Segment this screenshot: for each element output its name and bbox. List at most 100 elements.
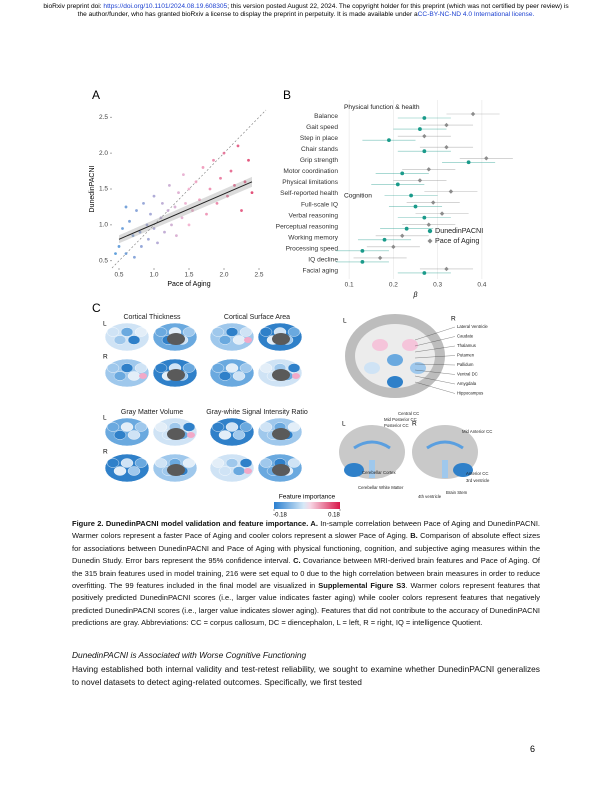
x-tick-label: 2.5 xyxy=(254,272,263,279)
brain-region xyxy=(287,458,301,468)
point-marker xyxy=(444,266,449,272)
brain-region xyxy=(120,327,134,337)
brain-region xyxy=(218,335,232,345)
scatter-point xyxy=(173,205,177,209)
brain-region xyxy=(232,335,246,345)
brain-region xyxy=(182,327,196,337)
point-marker xyxy=(400,171,405,176)
text-run: Covariance between MRI-derived brain fea… xyxy=(72,556,540,591)
point-marker xyxy=(422,215,427,220)
identity-line xyxy=(111,109,267,269)
brain-region xyxy=(211,422,225,432)
scatter-point xyxy=(243,180,247,184)
scatter-point xyxy=(138,230,142,234)
brain-surface xyxy=(209,417,255,447)
scatter-point xyxy=(117,245,121,248)
brain-region xyxy=(113,335,127,345)
brain-region xyxy=(113,371,127,381)
corpus-callosum xyxy=(426,440,464,450)
brain-region xyxy=(106,422,120,432)
brain-region xyxy=(218,466,232,476)
scatter-point xyxy=(145,223,149,227)
scatter-point xyxy=(168,184,171,187)
leader-line xyxy=(414,369,456,375)
point-marker xyxy=(377,255,383,261)
brain-region xyxy=(239,327,253,337)
scatter-point xyxy=(208,187,212,191)
brain-region xyxy=(225,327,239,337)
category-label: Processing speed xyxy=(286,246,339,253)
brain-region xyxy=(225,363,239,373)
map-title: Cortical Surface Area xyxy=(224,314,290,321)
brain-region xyxy=(120,363,134,373)
text-run: Figure 2. DunedinPACNI model validation … xyxy=(72,519,309,528)
brain-region xyxy=(244,468,252,474)
structure-label: Brain Stem xyxy=(446,490,468,495)
x-tick-label: 0.4 xyxy=(477,282,486,289)
figure-caption: Figure 2. DunedinPACNI model validation … xyxy=(72,518,540,630)
brain-region xyxy=(154,422,168,432)
brain-region xyxy=(106,363,120,373)
page-number: 6 xyxy=(530,744,536,754)
structure-label: Central CC xyxy=(398,411,419,416)
x-tick-label: 2.0 xyxy=(219,272,228,279)
scatter-point xyxy=(191,209,194,212)
brain-region xyxy=(134,458,148,468)
point-marker xyxy=(444,145,449,150)
scatter-point xyxy=(250,191,254,194)
scatter-point xyxy=(149,212,152,216)
scatter-point xyxy=(133,255,136,259)
brain-stem xyxy=(442,460,448,478)
x-tick-label: 0.3 xyxy=(433,282,442,289)
category-label: Working memory xyxy=(288,235,338,242)
scatter-point xyxy=(135,209,138,212)
text-run: B. xyxy=(410,531,418,541)
map-title: Gray-white Signal Intensity Ratio xyxy=(206,409,308,416)
point-marker xyxy=(422,149,427,154)
scatter-point xyxy=(240,209,243,212)
cerebellum xyxy=(344,463,364,477)
brain-region xyxy=(127,335,141,345)
structure-label: Mid Posterior CC xyxy=(384,417,417,422)
x-tick-label: 0.1 xyxy=(345,282,354,289)
category-label: Verbal reasoning xyxy=(289,212,339,219)
brain-region xyxy=(127,371,141,381)
brain-region xyxy=(106,458,120,468)
point-marker xyxy=(360,248,365,253)
scatter-point xyxy=(147,237,150,241)
corpus-callosum xyxy=(353,440,391,450)
point-marker xyxy=(426,167,431,172)
brain-surface xyxy=(104,358,150,388)
point-marker xyxy=(444,122,449,128)
scatter-point xyxy=(205,212,208,216)
x-tick-label: 1.5 xyxy=(184,272,193,279)
brain-region xyxy=(225,458,239,468)
category-label: Balance xyxy=(314,113,338,120)
scatter-point xyxy=(166,209,170,212)
text-run[interactable]: https://doi.org/10.1101/2024.08.19.60830… xyxy=(103,3,228,10)
legend-label: DunedinPACNI xyxy=(435,226,483,235)
hemisphere-label: L xyxy=(343,318,347,325)
point-marker xyxy=(426,222,431,227)
point-marker xyxy=(422,133,427,139)
text-run[interactable]: CC-BY-NC-ND 4.0 International license. xyxy=(417,11,535,18)
brain-region xyxy=(211,363,225,373)
scatter-point xyxy=(184,201,187,205)
scatter-point xyxy=(124,205,128,209)
point-marker xyxy=(484,156,489,161)
medial-wall xyxy=(167,369,185,381)
medial-wall xyxy=(272,333,290,345)
leader-line xyxy=(414,363,456,366)
colorbar-label: Feature importance xyxy=(279,494,336,501)
scatter-point xyxy=(142,201,145,205)
scatter-point xyxy=(180,216,184,220)
category-label: IQ decline xyxy=(308,257,338,264)
brain-region xyxy=(225,422,239,432)
scatter-point xyxy=(187,223,191,227)
text-run: In-sample correlation between Pace of Ag… xyxy=(72,519,540,541)
scatter-point xyxy=(114,252,117,256)
scatter-point xyxy=(201,166,205,169)
hemisphere-label: R xyxy=(103,354,108,361)
medial-wall xyxy=(167,333,185,345)
brain-region xyxy=(182,458,196,468)
